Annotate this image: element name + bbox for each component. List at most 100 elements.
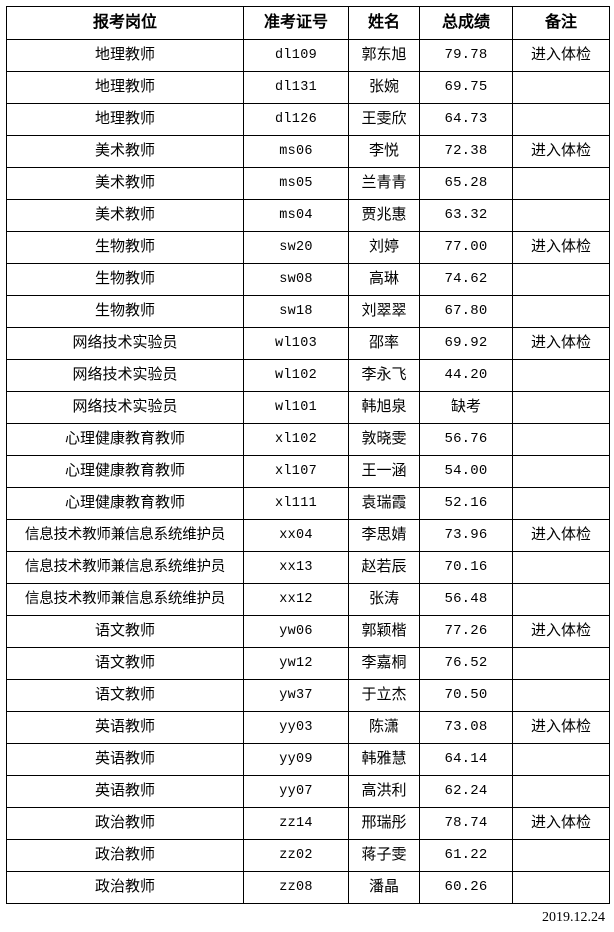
cell-ticket: wl101 [243,391,349,424]
cell-remark [512,391,610,424]
cell-post: 英语教师 [6,711,244,744]
cell-score: 73.96 [419,519,513,552]
cell-ticket: yw37 [243,679,349,712]
cell-post: 生物教师 [6,231,244,264]
cell-remark [512,647,610,680]
table-row: 英语教师 yy09 韩雅慧 64.14 [6,743,610,776]
cell-name: 陈潇 [348,711,420,744]
cell-ticket: xl111 [243,487,349,520]
cell-remark [512,775,610,808]
cell-score: 67.80 [419,295,513,328]
cell-remark [512,359,610,392]
table-row: 语文教师 yw06 郭颖楷 77.26 进入体检 [6,615,610,648]
cell-name: 韩旭泉 [348,391,420,424]
cell-name: 赵若辰 [348,551,420,584]
cell-name: 张涛 [348,583,420,616]
cell-post: 地理教师 [6,39,244,72]
cell-remark [512,263,610,296]
cell-name: 贾兆惠 [348,199,420,232]
cell-name: 兰青青 [348,167,420,200]
cell-ticket: xl107 [243,455,349,488]
cell-post: 心理健康教育教师 [6,455,244,488]
cell-remark [512,679,610,712]
cell-remark [512,487,610,520]
column-header-ticket: 准考证号 [243,6,349,40]
cell-score: 56.76 [419,423,513,456]
cell-score: 69.92 [419,327,513,360]
cell-score: 79.78 [419,39,513,72]
cell-name: 郭颖楷 [348,615,420,648]
cell-remark [512,871,610,904]
table-header: 报考岗位 准考证号 姓名 总成绩 备注 [6,6,610,40]
table-row: 语文教师 yw12 李嘉桐 76.52 [6,647,610,680]
cell-post: 网络技术实验员 [6,391,244,424]
cell-ticket: yw12 [243,647,349,680]
cell-score: 65.28 [419,167,513,200]
cell-score: 62.24 [419,775,513,808]
cell-post: 心理健康教育教师 [6,487,244,520]
cell-score: 74.62 [419,263,513,296]
cell-remark [512,295,610,328]
cell-post: 英语教师 [6,775,244,808]
table-row: 地理教师 dl109 郭东旭 79.78 进入体检 [6,39,610,72]
cell-remark: 进入体检 [512,39,610,72]
table-row: 生物教师 sw18 刘翠翠 67.80 [6,295,610,328]
cell-score: 60.26 [419,871,513,904]
cell-score: 63.32 [419,199,513,232]
table-row: 生物教师 sw08 高琳 74.62 [6,263,610,296]
cell-post: 英语教师 [6,743,244,776]
cell-ticket: yw06 [243,615,349,648]
cell-score: 缺考 [419,391,513,424]
cell-ticket: wl103 [243,327,349,360]
cell-post: 网络技术实验员 [6,359,244,392]
cell-name: 于立杰 [348,679,420,712]
cell-score: 69.75 [419,71,513,104]
table-row: 心理健康教育教师 xl102 敦晓雯 56.76 [6,423,610,456]
table-row: 语文教师 yw37 于立杰 70.50 [6,679,610,712]
cell-score: 54.00 [419,455,513,488]
cell-ticket: sw20 [243,231,349,264]
cell-ticket: sw18 [243,295,349,328]
cell-remark [512,71,610,104]
cell-ticket: xx13 [243,551,349,584]
table-row: 信息技术教师兼信息系统维护员 xx12 张涛 56.48 [6,583,610,616]
cell-name: 张婉 [348,71,420,104]
cell-remark: 进入体检 [512,711,610,744]
exam-results-table: 报考岗位 准考证号 姓名 总成绩 备注 地理教师 dl109 郭东旭 79.78 进入体… [6,6,610,904]
cell-name: 袁瑞霞 [348,487,420,520]
table-row: 政治教师 zz02 蒋子雯 61.22 [6,839,610,872]
cell-remark [512,423,610,456]
cell-remark [512,103,610,136]
cell-remark: 进入体检 [512,327,610,360]
cell-remark [512,455,610,488]
table-row: 信息技术教师兼信息系统维护员 xx13 赵若辰 70.16 [6,551,610,584]
cell-score: 78.74 [419,807,513,840]
cell-ticket: sw08 [243,263,349,296]
cell-post: 生物教师 [6,263,244,296]
cell-post: 美术教师 [6,135,244,168]
table-row: 生物教师 sw20 刘婷 77.00 进入体检 [6,231,610,264]
cell-post: 政治教师 [6,807,244,840]
table-header-row: 报考岗位 准考证号 姓名 总成绩 备注 [6,6,610,40]
cell-post: 心理健康教育教师 [6,423,244,456]
cell-name: 王一涵 [348,455,420,488]
cell-ticket: xx12 [243,583,349,616]
document-date: 2019.12.24 [542,910,605,925]
cell-post: 生物教师 [6,295,244,328]
cell-name: 李悦 [348,135,420,168]
cell-score: 77.26 [419,615,513,648]
cell-ticket: zz08 [243,871,349,904]
table-row: 英语教师 yy03 陈潇 73.08 进入体检 [6,711,610,744]
cell-ticket: zz02 [243,839,349,872]
cell-name: 韩雅慧 [348,743,420,776]
cell-score: 70.50 [419,679,513,712]
cell-ticket: dl109 [243,39,349,72]
cell-ticket: xl102 [243,423,349,456]
cell-name: 邢瑞彤 [348,807,420,840]
cell-remark [512,551,610,584]
cell-score: 44.20 [419,359,513,392]
table-row: 美术教师 ms04 贾兆惠 63.32 [6,199,610,232]
cell-post: 语文教师 [6,679,244,712]
table-body: 地理教师 dl109 郭东旭 79.78 进入体检 地理教师 dl131 张婉 69.75 地理教… [6,39,610,904]
cell-score: 77.00 [419,231,513,264]
